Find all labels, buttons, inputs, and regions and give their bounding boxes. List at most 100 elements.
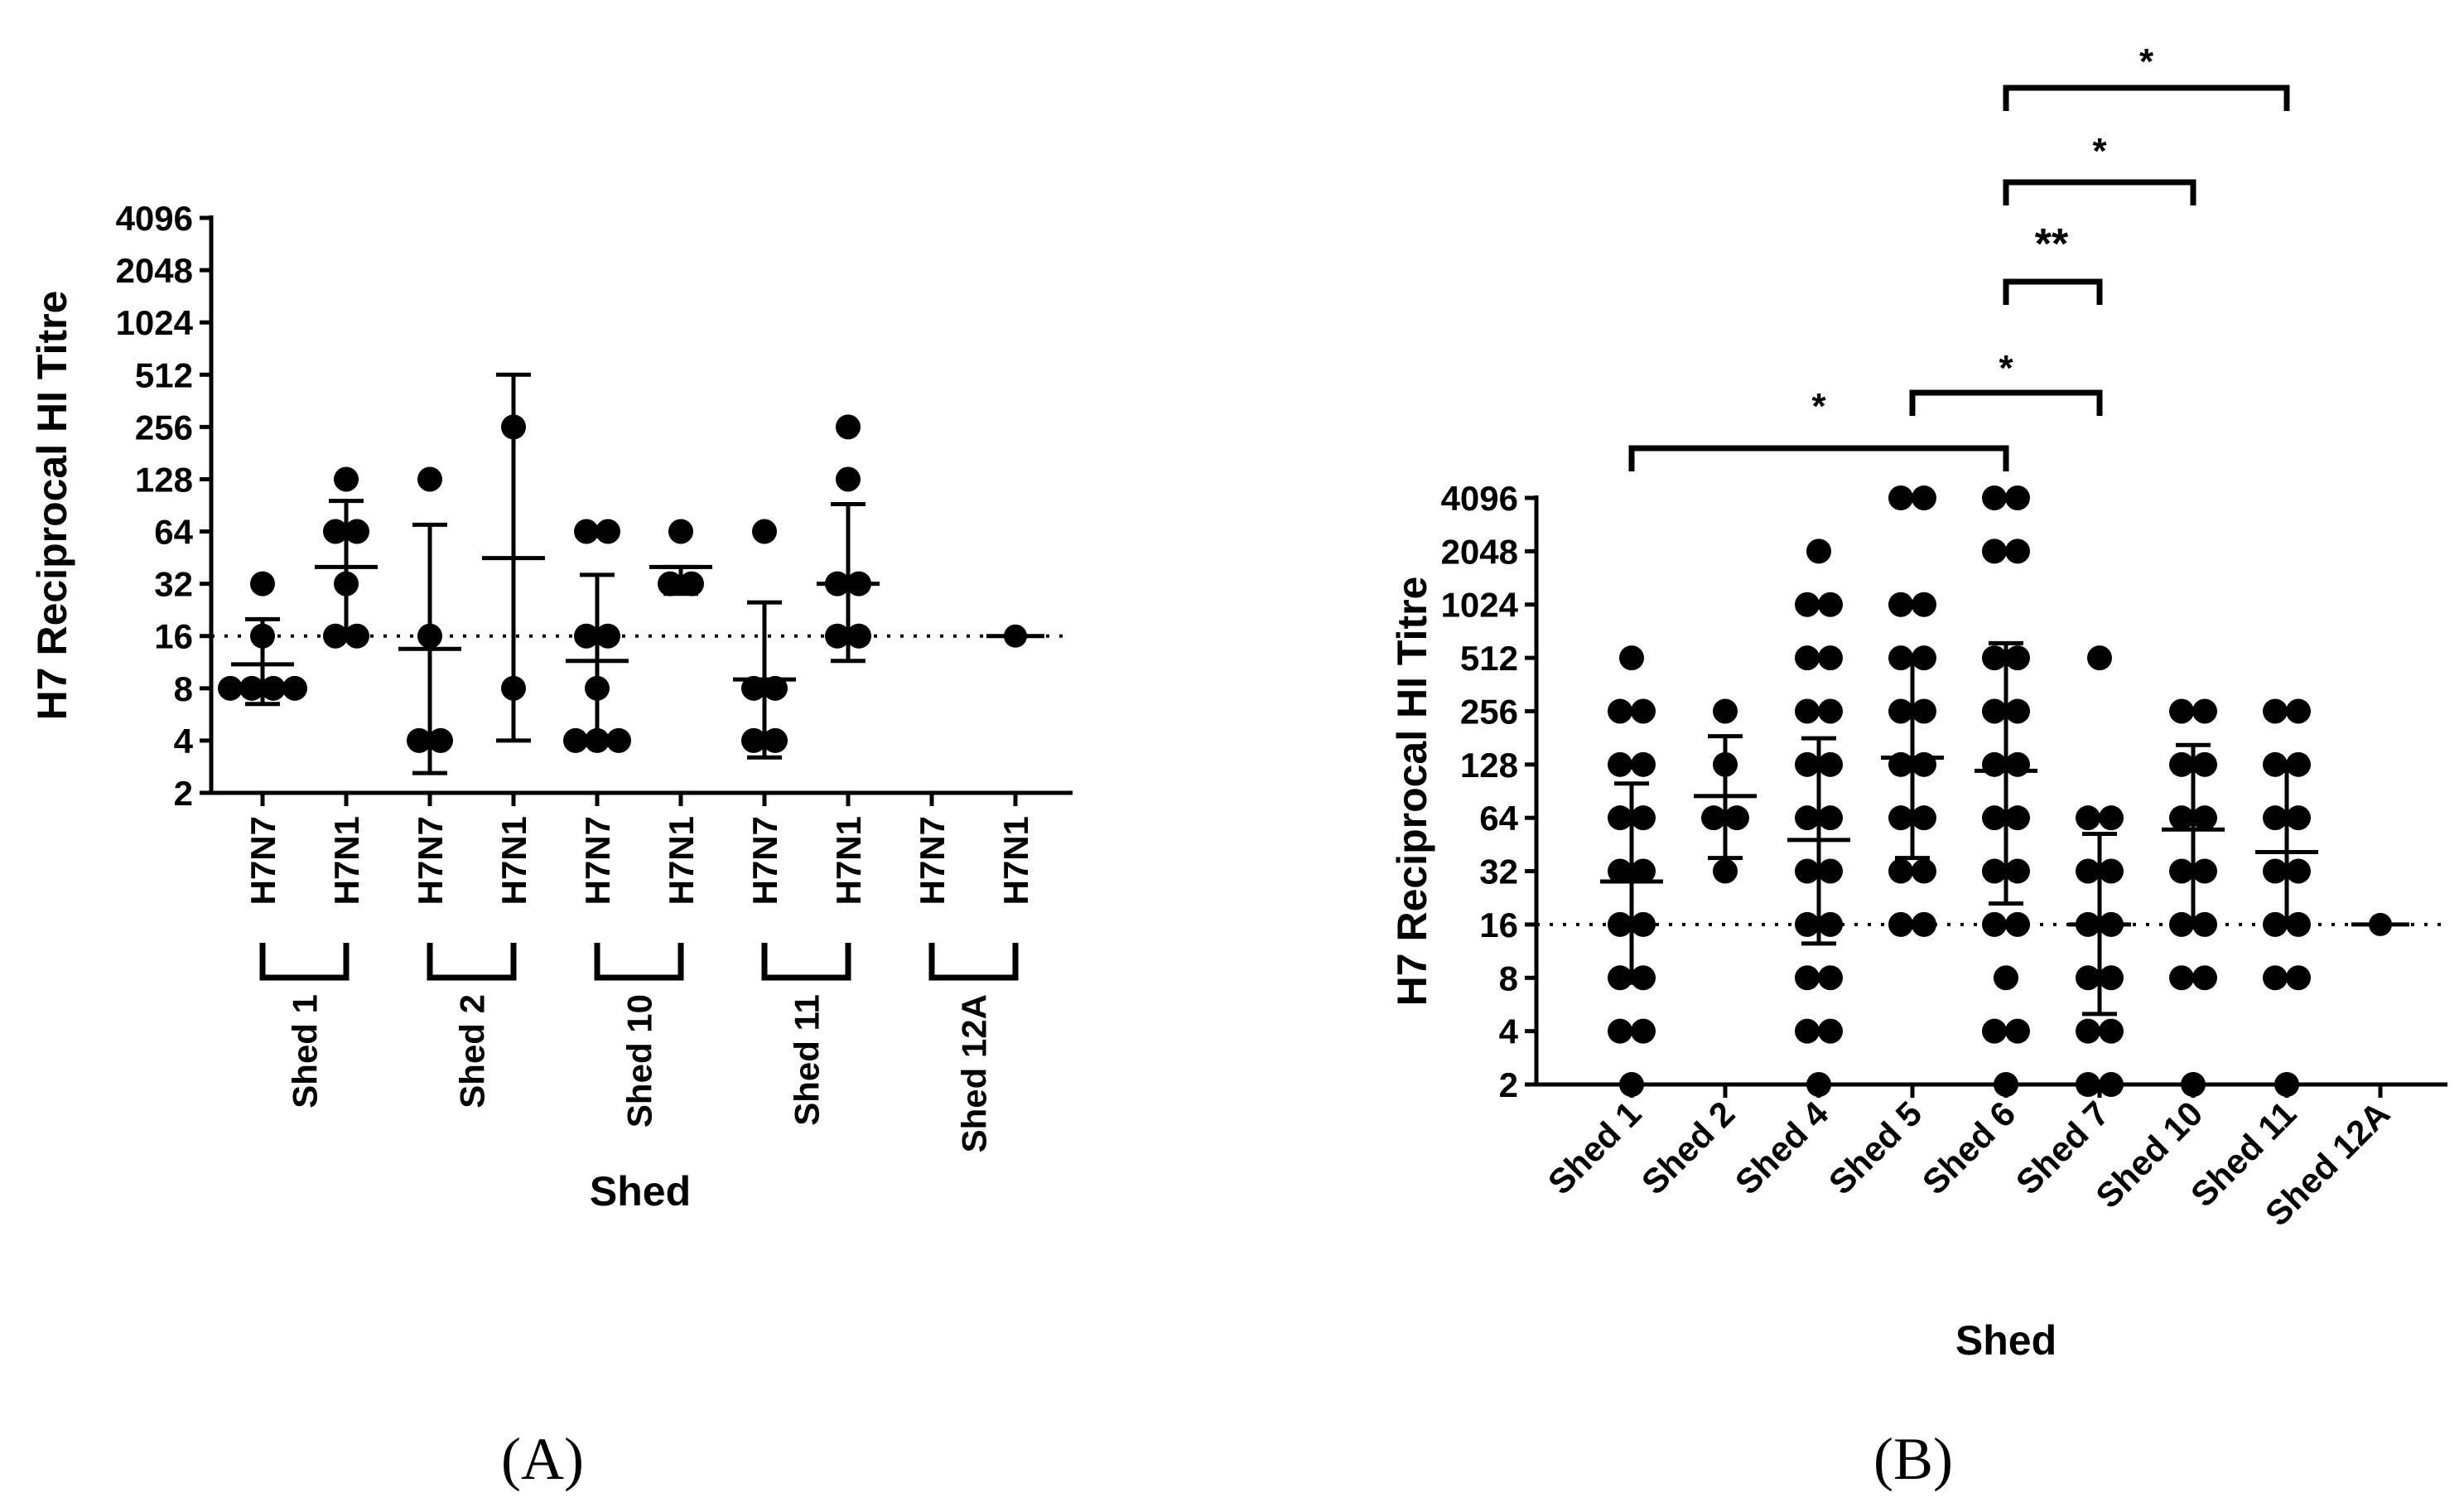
data-point-shed-6-9	[2005, 751, 2030, 777]
data-point-shed-10-11	[2192, 965, 2217, 991]
data-point-shed-6-12	[1982, 858, 2007, 884]
group-label-shed-1: Shed 1	[286, 994, 325, 1109]
y-tick-label-1024: 1024	[116, 303, 194, 342]
data-point-shed-1-15	[1619, 1072, 1644, 1097]
data-point-shed-11-h7n1-0	[836, 414, 861, 440]
data-point-shed-4-12	[1818, 858, 1843, 884]
data-point-shed-6-15	[2005, 911, 2030, 937]
group-label-shed-12a: Shed 12A	[955, 994, 994, 1152]
data-point-shed-5-0	[1888, 485, 1913, 510]
data-point-shed-1-h7n7-3	[239, 675, 264, 701]
data-point-shed-11-3	[2286, 751, 2311, 777]
y-tick-label-128: 128	[1460, 746, 1518, 785]
data-point-shed-11-11	[2286, 965, 2311, 991]
data-point-shed-1-h7n1-1	[323, 519, 348, 544]
significance-label-shed-6-shed-10: *	[2092, 131, 2107, 171]
panel-a-chart: 2 4 8 16 32 64 128 256 512 1024 2048 4096 H7N7 H7N1 H7…	[29, 199, 1073, 1215]
significance-label-shed-1-shed-6: *	[1811, 386, 1826, 427]
data-point-shed-6-4	[1982, 645, 2007, 671]
data-point-shed-1-5	[1608, 805, 1632, 831]
data-point-shed-4-0	[1806, 539, 1831, 564]
data-point-shed-6-7	[2005, 698, 2030, 724]
data-point-shed-10-h7n7-5	[563, 727, 588, 753]
data-point-shed-4-7	[1795, 751, 1820, 777]
x-axis-title: Shed	[590, 1168, 691, 1215]
data-point-shed-1-7	[1608, 858, 1632, 884]
x-tick-label-h7n7-4: H7N7	[578, 816, 617, 905]
data-point-shed-4-8	[1818, 751, 1843, 777]
data-point-shed-1-14	[1631, 1018, 1656, 1044]
data-point-shed-1-3	[1608, 751, 1632, 777]
data-point-shed-6-6	[1982, 698, 2007, 724]
significance-bracket-shed-6-shed-10	[2003, 179, 2196, 205]
data-point-shed-11-7	[2286, 858, 2311, 884]
data-point-shed-11-h7n1-4	[825, 623, 850, 649]
data-point-shed-10-h7n1-0	[668, 519, 693, 544]
data-point-shed-5-6	[1888, 698, 1913, 724]
data-point-shed-6-13	[2005, 858, 2030, 884]
group-bracket-shed-11	[761, 943, 851, 981]
data-point-shed-5-11	[1912, 805, 1936, 831]
data-point-shed-4-4	[1818, 645, 1843, 671]
data-point-shed-1-h7n7-4	[261, 675, 286, 701]
x-tick-label-shed-5: Shed 5	[1821, 1094, 1930, 1202]
data-point-shed-10-h7n7-2	[574, 623, 599, 649]
y-tick-label-8: 8	[174, 669, 193, 708]
data-point-shed-1-4	[1631, 751, 1656, 777]
data-point-shed-4-15	[1795, 965, 1820, 991]
data-point-shed-11-6	[2263, 858, 2288, 884]
significance-bracket-shed-6-shed-7	[2003, 278, 2103, 305]
y-tick-label-256: 256	[1460, 692, 1518, 731]
y-tick-label-32: 32	[1479, 853, 1518, 891]
data-point-shed-1-h7n7-0	[250, 571, 275, 597]
data-point-shed-11-h7n7-2	[763, 675, 788, 701]
data-point-shed-11-0	[2263, 698, 2288, 724]
significance-label-shed-6-shed-7: **	[2035, 220, 2069, 268]
group-bracket-shed-1	[259, 943, 350, 981]
panel-b-label: (B)	[1873, 1426, 1953, 1492]
data-point-shed-4-6	[1818, 698, 1843, 724]
data-point-shed-6-3	[2005, 539, 2030, 564]
y-tick-label-2048: 2048	[116, 251, 193, 290]
data-point-shed-6-0	[1982, 485, 2007, 510]
significance-label-shed-6-shed-11: *	[2139, 41, 2154, 82]
data-point-shed-4-17	[1795, 1018, 1820, 1044]
data-point-shed-10-10	[2169, 965, 2194, 991]
y-tick-label-64: 64	[1479, 799, 1518, 838]
data-point-shed-1-6	[1631, 805, 1656, 831]
y-tick-label-64: 64	[154, 513, 193, 552]
data-point-shed-4-18	[1818, 1018, 1843, 1044]
data-point-shed-11-1	[2286, 698, 2311, 724]
group-bracket-shed-10	[594, 943, 684, 981]
group-bracket-shed-2	[427, 943, 517, 981]
data-point-shed-4-3	[1795, 645, 1820, 671]
data-point-shed-7-12	[2099, 1072, 2124, 1097]
data-point-shed-1-h7n1-0	[334, 466, 359, 492]
data-point-shed-10-5	[2192, 805, 2217, 831]
data-point-shed-7-2	[2099, 805, 2124, 831]
y-axis-title: H7 Reciprocal HI Titre	[1389, 577, 1435, 1007]
y-tick-label-4096: 4096	[116, 199, 193, 238]
x-axis-title: Shed	[1955, 1317, 2057, 1364]
data-point-shed-11-2	[2263, 751, 2288, 777]
group-bracket-shed-12a	[928, 943, 1019, 981]
data-point-shed-4-16	[1818, 965, 1843, 991]
x-tick-label-h7n1-5: H7N1	[662, 816, 701, 905]
data-point-shed-5-3	[1912, 592, 1936, 617]
data-point-shed-1-9	[1608, 911, 1632, 937]
data-point-shed-10-h7n7-7	[606, 727, 631, 753]
data-point-shed-10-3	[2192, 751, 2217, 777]
data-point-shed-2-0	[1713, 698, 1738, 724]
data-point-shed-4-13	[1795, 911, 1820, 937]
y-tick-label-4: 4	[1499, 1012, 1519, 1051]
data-point-shed-10-6	[2169, 858, 2194, 884]
data-point-shed-5-15	[1912, 911, 1936, 937]
y-tick-label-2: 2	[1499, 1065, 1518, 1104]
data-point-shed-11-h7n7-0	[752, 519, 777, 544]
significance-bracket-shed-6-shed-11	[2003, 85, 2290, 111]
data-point-shed-5-2	[1888, 592, 1913, 617]
group-label-shed-11: Shed 11	[788, 994, 827, 1126]
x-tick-label-shed-2: Shed 2	[1634, 1094, 1743, 1202]
